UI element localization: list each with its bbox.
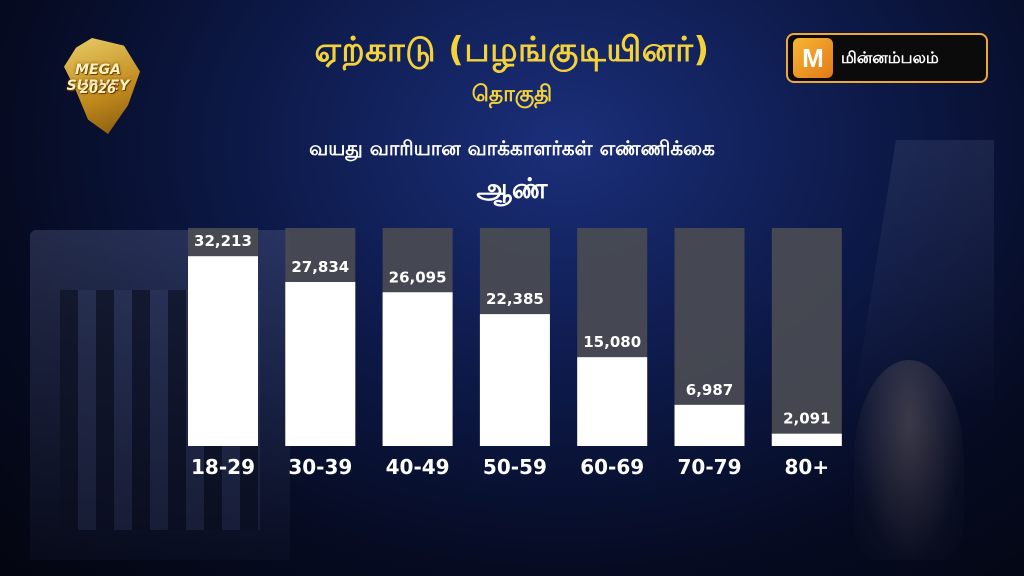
category-label-40-49: 40-49 [386, 455, 450, 479]
page-subtitle: தொகுதி [471, 82, 553, 107]
data-label-50-59: 22,385 [486, 290, 544, 308]
bar-40-49 [382, 292, 453, 446]
brand-logo: M மின்னம்பலம் [786, 33, 988, 83]
background-hand [854, 360, 964, 560]
category-label-30-39: 30-39 [288, 455, 352, 479]
data-label-18-29: 32,213 [194, 232, 252, 250]
logo-line2: 2026 [79, 82, 117, 97]
data-label-70-79: 6,987 [686, 381, 733, 399]
data-label-30-39: 27,834 [291, 258, 349, 276]
data-label-80+: 2,091 [783, 410, 830, 428]
category-label-18-29: 18-29 [191, 455, 255, 479]
bar-60-69 [577, 357, 648, 446]
category-label-50-59: 50-59 [483, 455, 547, 479]
category-label-70-79: 70-79 [678, 455, 742, 479]
category-label-60-69: 60-69 [580, 455, 644, 479]
bar-70-79 [674, 404, 745, 446]
data-label-60-69: 15,080 [583, 333, 641, 351]
bar-80+ [771, 433, 842, 446]
mega-survey-logo: MEGA SURVEY 2026 [42, 38, 154, 134]
bar-30-39 [285, 282, 356, 446]
bar-18-29 [188, 256, 258, 446]
bar-background-80+ [771, 228, 842, 446]
logo-line1: MEGA SURVEY [66, 62, 130, 94]
chart-caption: வயது வாரியான வாக்காளர்கள் எண்ணிக்கை [309, 136, 715, 160]
bar-50-59 [479, 314, 550, 446]
gender-label: ஆண் [476, 172, 548, 205]
page-title: ஏற்காடு (பழங்குடியினர்) [314, 30, 710, 70]
category-label-80+: 80+ [785, 455, 830, 479]
data-label-40-49: 26,095 [389, 268, 447, 286]
brand-name: மின்னம்பலம் [841, 47, 939, 67]
brand-m-icon: M [793, 38, 833, 78]
